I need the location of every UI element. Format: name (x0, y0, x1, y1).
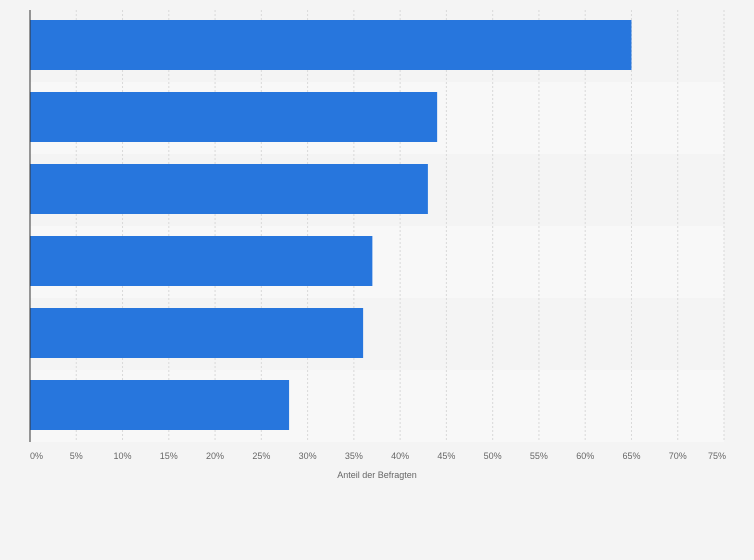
x-tick-label: 5% (70, 451, 83, 461)
x-tick-label: 40% (391, 451, 409, 461)
x-tick-label: 30% (299, 451, 317, 461)
x-tick-label: 20% (206, 451, 224, 461)
bar (30, 20, 632, 70)
bar (30, 92, 438, 142)
x-tick-label: 55% (530, 451, 548, 461)
bar (30, 380, 290, 430)
bar (30, 236, 373, 286)
bar (30, 164, 428, 214)
x-tick-label: 75% (708, 451, 726, 461)
x-tick-labels: 0% 5% 10% 15% 20% 25% 30% 35% 40% 45% 50% 55% 60% 65%… (30, 451, 726, 461)
x-tick-label: 35% (345, 451, 363, 461)
x-tick-label: 60% (576, 451, 594, 461)
x-tick-label: 25% (252, 451, 270, 461)
x-tick-label: 10% (114, 451, 132, 461)
bars (30, 20, 632, 430)
x-tick-label: 0% (30, 451, 43, 461)
x-tick-label: 50% (484, 451, 502, 461)
x-tick-label: 70% (669, 451, 687, 461)
grid-lines (75, 10, 725, 442)
x-tick-label: 65% (622, 451, 640, 461)
x-tick-label: 45% (437, 451, 455, 461)
row-bands (30, 10, 724, 442)
x-tick-label: 15% (160, 451, 178, 461)
x-axis-title: Anteil der Befragten (337, 470, 417, 480)
bar (30, 308, 364, 358)
